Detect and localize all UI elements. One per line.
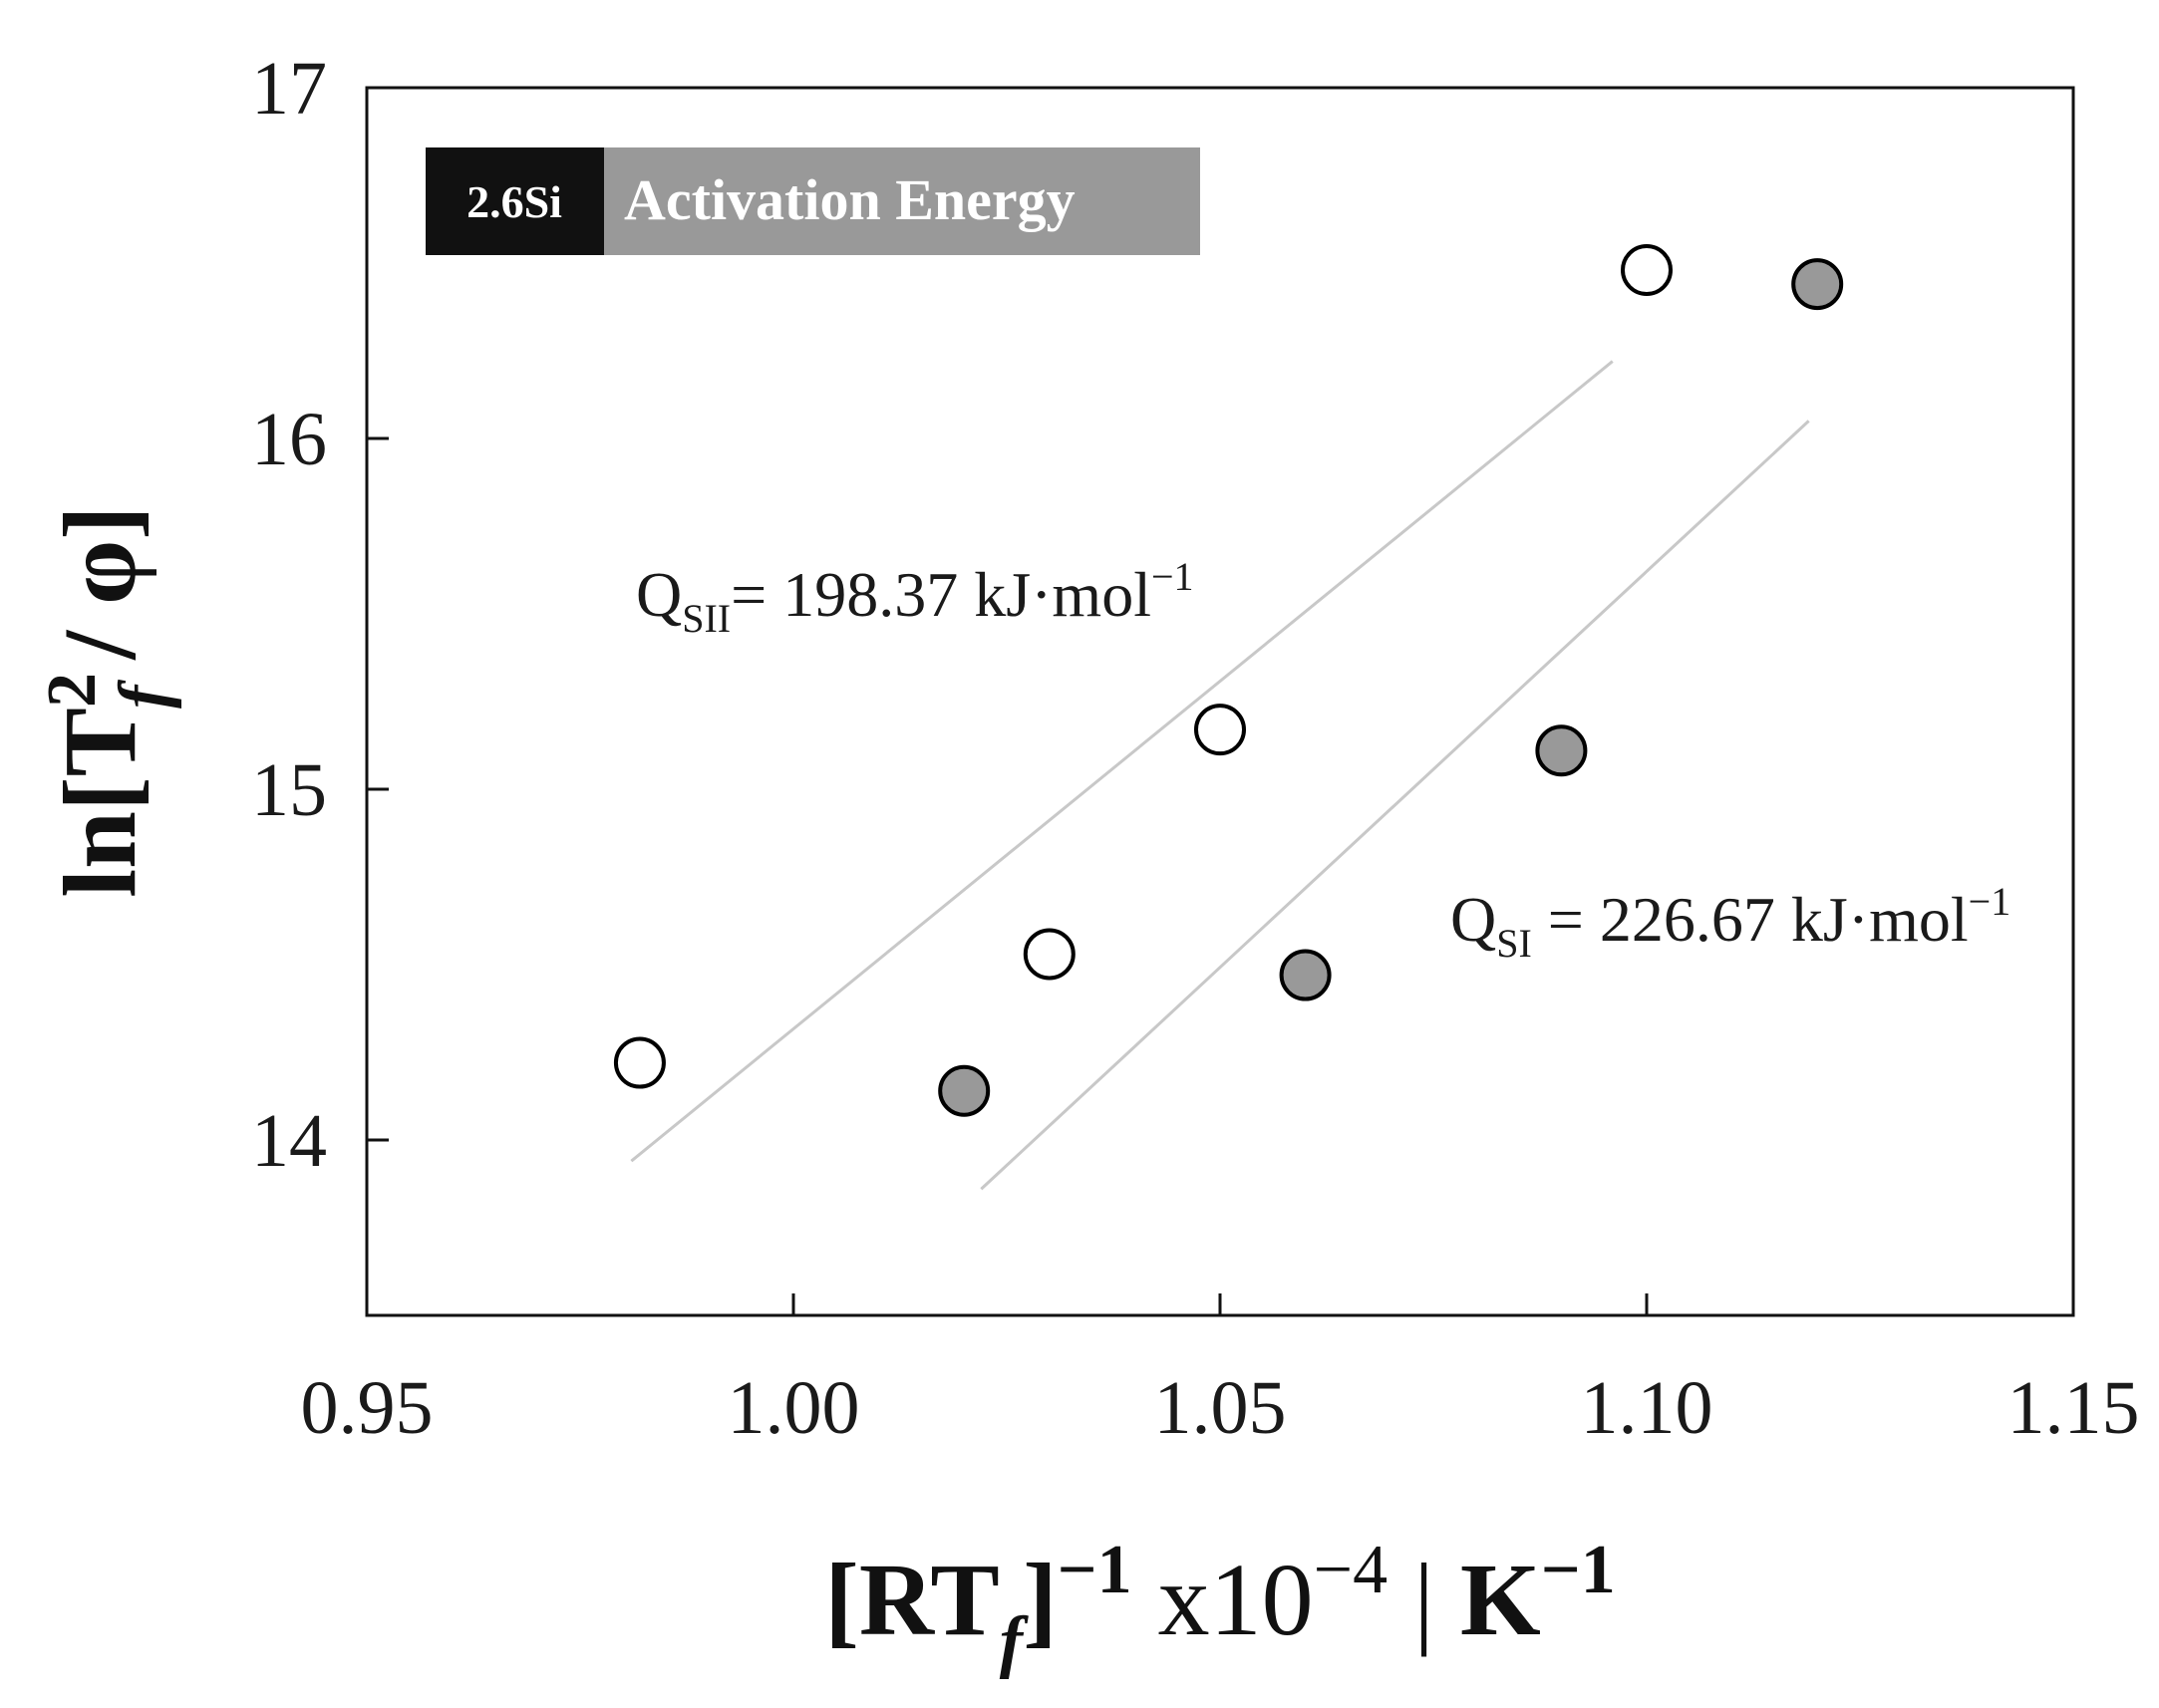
annotation-si: QSI = 226.67 kJ·mol−1 <box>1450 879 2010 966</box>
x-title-sup2: −4 <box>1314 1532 1388 1608</box>
y-title-rest: / φ] <box>43 505 157 685</box>
y-axis-title: ln[T2f / φ] <box>34 505 182 897</box>
x-tick-label: 1.15 <box>2007 1366 2140 1450</box>
badge-label-box <box>604 147 1200 255</box>
point-sii <box>1194 704 1246 756</box>
y-tick-label: 15 <box>251 748 327 832</box>
x-tick-label: 0.95 <box>301 1366 434 1450</box>
annotation-si-text: = 226.67 kJ·mol <box>1532 884 1969 955</box>
point-si <box>1279 949 1332 1001</box>
y-title-sup: 2 <box>34 673 111 708</box>
x-axis-ticks: 0.95 1.00 1.05 1.10 1.15 <box>301 1293 2140 1450</box>
x-tick-label: 1.00 <box>728 1366 860 1450</box>
x-title-mid: x10 <box>1132 1543 1314 1657</box>
y-tick-label: 16 <box>251 398 327 481</box>
point-sii <box>613 1036 666 1089</box>
badge-label: Activation Energy <box>624 167 1076 232</box>
annotation-sii-text: = 198.37 kJ·mol <box>731 559 1151 630</box>
badge-tag-box <box>426 147 604 255</box>
point-sii <box>1023 928 1076 981</box>
x-title-main: [RT <box>824 1543 999 1657</box>
fit-line-sii <box>630 360 1614 1163</box>
x-axis-title: [RTf]−1 x10−4 | K−1 <box>824 1532 1615 1680</box>
data-points <box>613 244 1844 1117</box>
annotation-sii-sup: −1 <box>1151 554 1194 599</box>
x-title-sup1: −1 <box>1058 1532 1132 1608</box>
x-title-unit: K <box>1460 1543 1541 1657</box>
badge-tag: 2.6Si <box>466 176 562 227</box>
fit-lines <box>630 360 1810 1191</box>
x-title-close: ] <box>1023 1543 1058 1657</box>
x-title-sup3: −1 <box>1541 1532 1616 1608</box>
point-si <box>1791 258 1844 311</box>
annotation-sii: QSII= 198.37 kJ·mol−1 <box>636 554 1194 641</box>
point-si <box>938 1064 991 1117</box>
y-tick-label: 17 <box>251 47 327 131</box>
point-sii <box>1621 244 1673 297</box>
annotation-si-sub: SI <box>1496 921 1532 966</box>
fit-line-si <box>980 420 1810 1191</box>
y-tick-label: 14 <box>251 1099 327 1183</box>
point-si <box>1535 724 1588 777</box>
y-axis-ticks: 14 15 16 17 <box>251 47 389 1183</box>
y-title-main: ln[T <box>43 708 157 898</box>
x-tick-label: 1.05 <box>1154 1366 1287 1450</box>
x-title-sep: | <box>1388 1543 1460 1657</box>
annotation-si-sup: −1 <box>1969 879 2011 924</box>
x-tick-label: 1.10 <box>1581 1366 1713 1450</box>
annotation-sii-sub: SII <box>682 596 731 641</box>
annotation-sii-q: Q <box>636 559 682 630</box>
annotation-si-q: Q <box>1450 884 1496 955</box>
legend-badge: 2.6Si Activation Energy <box>426 147 1200 255</box>
